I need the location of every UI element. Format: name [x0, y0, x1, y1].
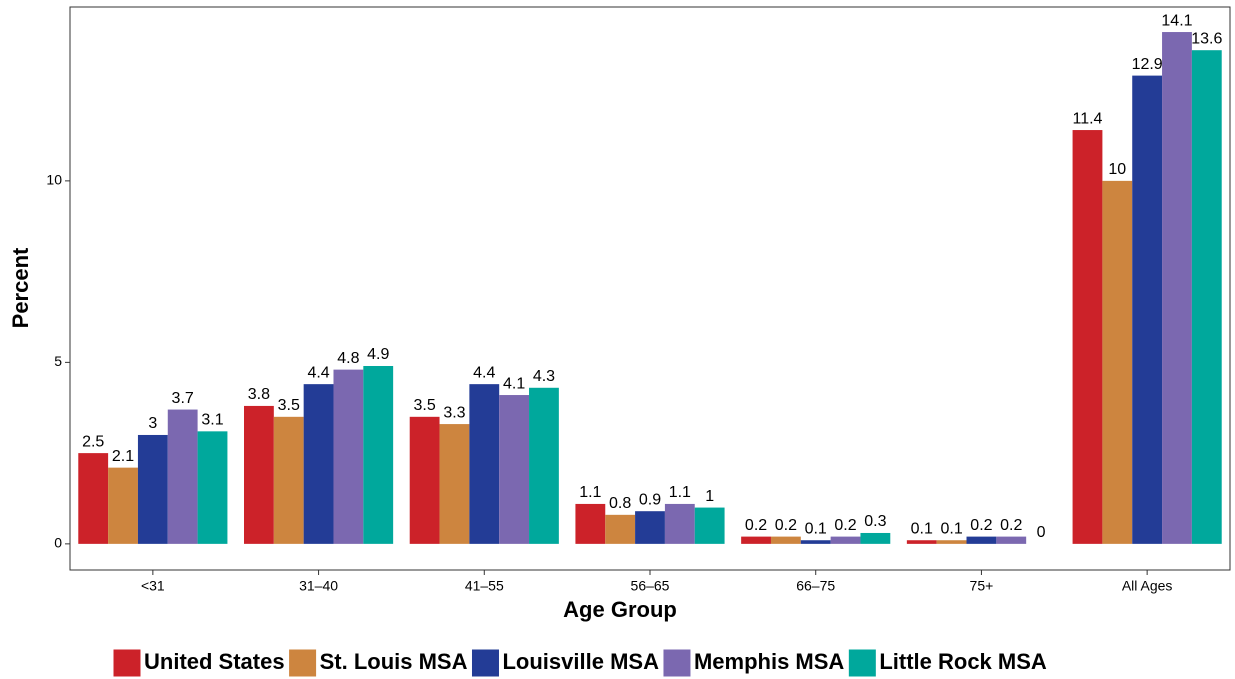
bar	[1191, 50, 1222, 544]
data-label: 0.2	[775, 517, 797, 534]
legend-label: Memphis MSA	[694, 649, 844, 674]
legend-swatch	[847, 648, 877, 678]
bar	[741, 536, 771, 544]
x-tick-label: 75+	[970, 578, 994, 594]
y-tick-label: 0	[54, 535, 62, 551]
bar	[1102, 180, 1133, 544]
bar	[860, 532, 891, 544]
data-label: 3.7	[172, 390, 194, 407]
legend-label: United States	[144, 649, 285, 674]
x-tick-label: 56–65	[631, 578, 670, 594]
data-label: 0.1	[940, 520, 962, 537]
x-tick-label: 31–40	[299, 578, 338, 594]
bar	[664, 503, 695, 544]
x-tick-label: All Ages	[1122, 578, 1173, 594]
legend-swatch	[288, 648, 318, 678]
bar	[996, 536, 1027, 544]
x-tick-label: <31	[141, 578, 165, 594]
data-label: 3.8	[248, 386, 270, 403]
bar	[694, 507, 725, 544]
bar	[1132, 75, 1163, 544]
bar	[303, 384, 334, 544]
bar	[409, 416, 440, 544]
legend-label: St. Louis MSA	[320, 649, 468, 674]
data-label: 0.1	[805, 520, 827, 537]
data-label: 4.4	[307, 364, 329, 381]
bar	[800, 540, 831, 544]
bar	[469, 384, 500, 544]
bar	[273, 416, 304, 544]
bar	[830, 536, 861, 544]
legend-swatch	[470, 648, 500, 678]
data-label: 14.1	[1161, 12, 1192, 29]
data-label: 1.1	[579, 484, 601, 501]
data-label: 3.3	[443, 404, 465, 421]
data-label: 1.1	[669, 484, 691, 501]
bar	[1072, 130, 1103, 544]
bar	[108, 467, 138, 544]
data-label: 1	[705, 488, 714, 505]
bar	[966, 536, 997, 544]
data-label: 0.3	[864, 513, 886, 530]
data-label: 0.8	[609, 495, 631, 512]
data-label: 0.2	[1000, 517, 1022, 534]
bar	[635, 511, 665, 544]
data-label: 3	[148, 415, 157, 432]
x-tick-label: 41–55	[465, 578, 504, 594]
data-label: 2.1	[112, 448, 134, 465]
legend-swatch	[662, 648, 692, 678]
bar	[78, 453, 109, 544]
data-label: 4.8	[337, 350, 359, 367]
bar	[575, 503, 606, 544]
y-axis-title: Percent	[8, 247, 33, 328]
data-label: 10	[1108, 161, 1126, 178]
bar	[167, 409, 198, 544]
data-label: 3.5	[278, 397, 300, 414]
data-label: 12.9	[1132, 56, 1163, 73]
data-label: 11.4	[1073, 110, 1103, 127]
legend-swatch	[112, 648, 142, 678]
legend-label: Louisville MSA	[502, 649, 659, 674]
data-label: 13.6	[1191, 30, 1222, 47]
bar	[439, 424, 470, 544]
x-tick-label: 66–75	[796, 578, 835, 594]
bar	[333, 369, 364, 544]
y-tick-label: 5	[54, 353, 62, 369]
bar	[197, 431, 228, 544]
data-label: 4.4	[473, 364, 495, 381]
data-label: 0.2	[834, 517, 856, 534]
bar	[244, 405, 274, 544]
bar	[770, 536, 801, 544]
bar	[363, 365, 394, 544]
bar	[137, 434, 168, 544]
data-label: 4.3	[533, 368, 555, 385]
bar	[605, 514, 636, 544]
data-label: 3.5	[414, 397, 436, 414]
bar	[1162, 32, 1192, 544]
data-label: 0	[1037, 524, 1046, 541]
x-axis-title: Age Group	[563, 597, 677, 622]
data-label: 0.1	[911, 520, 933, 537]
data-label: 0.9	[639, 491, 661, 508]
data-label: 3.1	[201, 412, 223, 429]
data-label: 2.5	[82, 433, 104, 450]
bar	[936, 540, 967, 544]
data-label: 4.9	[367, 346, 389, 363]
data-label: 0.2	[970, 517, 992, 534]
bar	[499, 395, 530, 544]
data-label: 4.1	[503, 375, 525, 392]
bar	[529, 387, 559, 544]
data-label: 0.2	[745, 517, 767, 534]
y-tick-label: 10	[46, 172, 62, 188]
bar	[906, 540, 937, 544]
legend-label: Little Rock MSA	[879, 649, 1047, 674]
